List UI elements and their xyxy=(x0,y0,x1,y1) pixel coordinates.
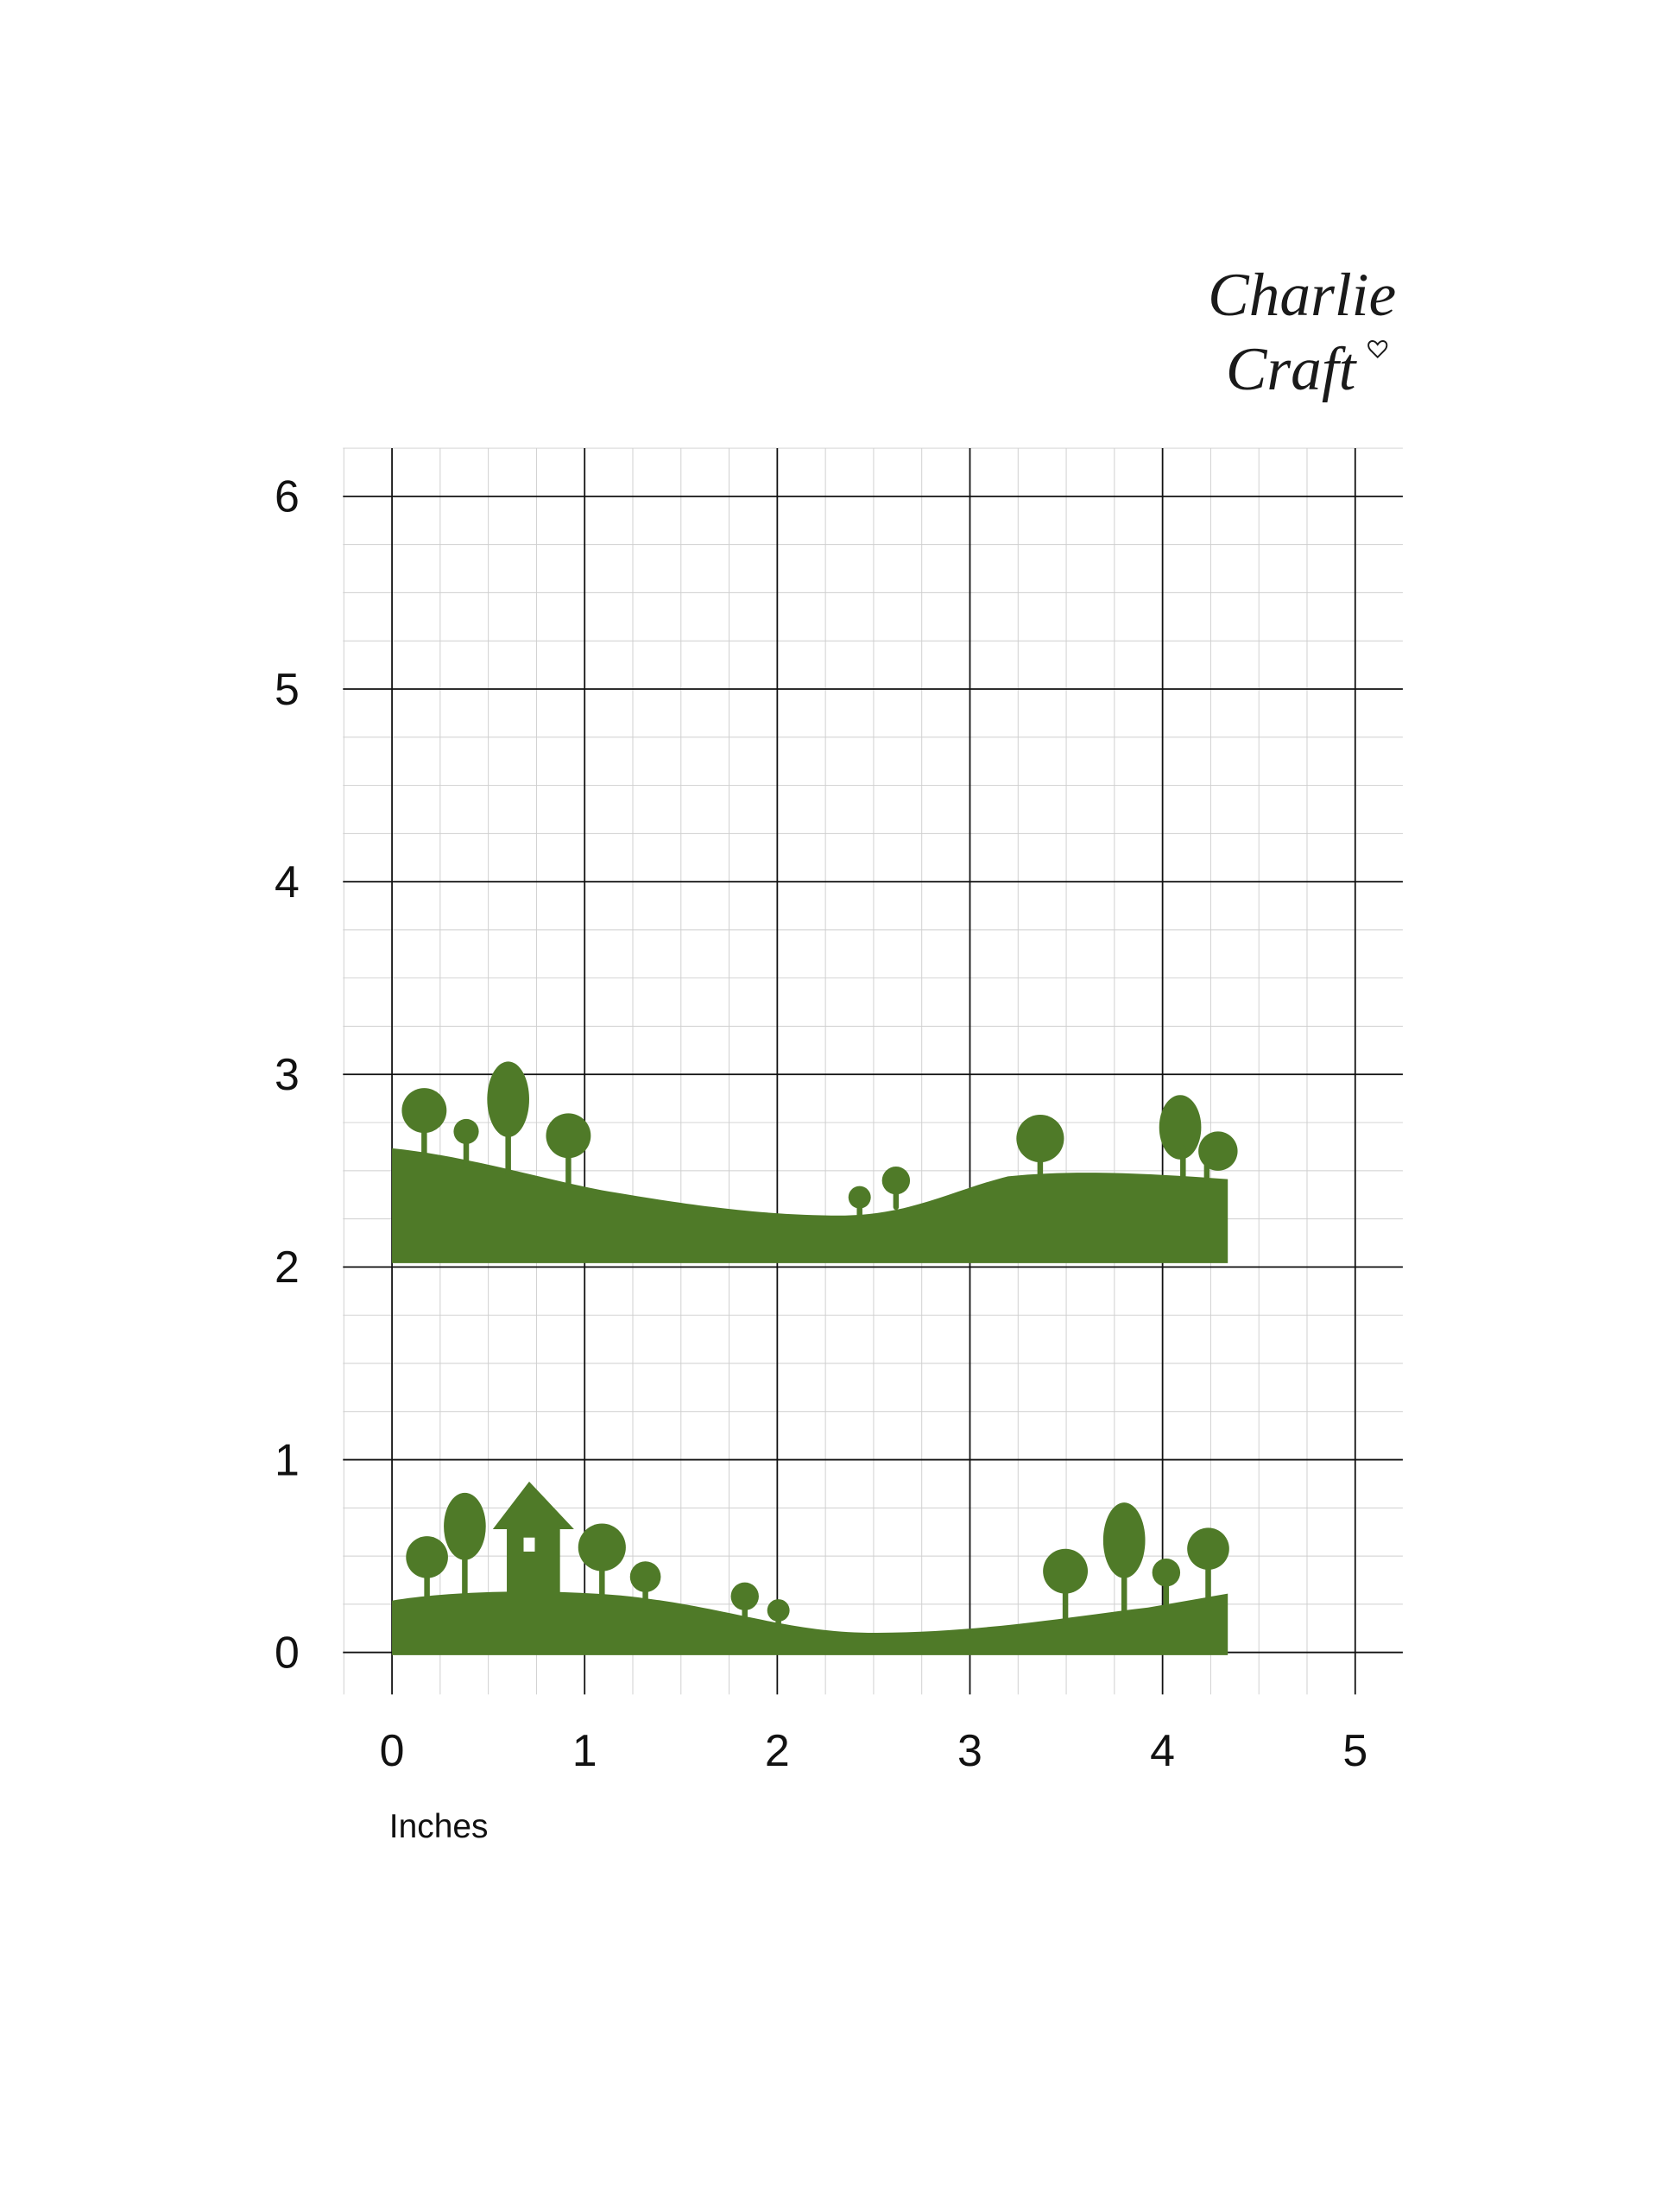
x-tick-label: 5 xyxy=(1342,1725,1367,1775)
y-tick-label: 3 xyxy=(275,1049,300,1099)
top-border-cut xyxy=(392,1061,1238,1263)
logo-line2: Craft xyxy=(1226,335,1358,403)
bottom-border-cut xyxy=(392,1481,1229,1655)
x-tick-label: 1 xyxy=(572,1725,597,1775)
y-tick-label: 4 xyxy=(275,857,300,907)
logo-heart xyxy=(1367,340,1388,359)
y-tick-label: 2 xyxy=(275,1242,300,1292)
x-tick-label: 0 xyxy=(380,1725,405,1775)
x-axis-label: Inches xyxy=(389,1808,489,1845)
y-tick-label: 0 xyxy=(275,1628,300,1678)
y-tick-label: 1 xyxy=(275,1434,300,1484)
y-tick-label: 6 xyxy=(275,471,300,522)
x-tick-label: 3 xyxy=(957,1725,982,1775)
x-tick-label: 4 xyxy=(1150,1725,1175,1775)
logo-line1: Charlie xyxy=(1208,261,1396,329)
x-tick-label: 2 xyxy=(765,1725,790,1775)
y-tick-label: 5 xyxy=(275,664,300,714)
